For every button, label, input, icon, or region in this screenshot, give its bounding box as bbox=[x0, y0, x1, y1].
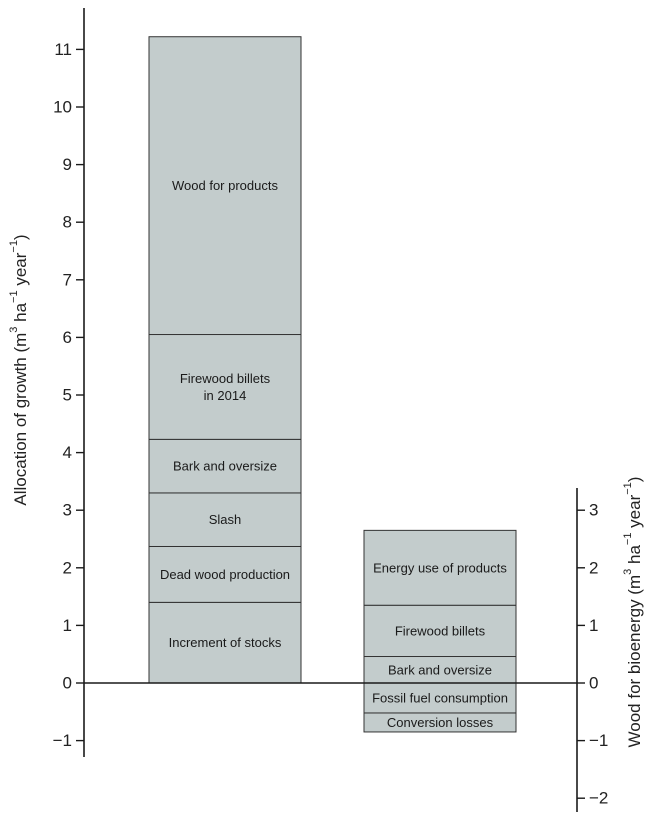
right-axis-tick-label: 1 bbox=[589, 616, 598, 635]
left-axis-tick-label: 11 bbox=[54, 40, 72, 59]
right-axis-title: Wood for bioenergy (m3 ha−1 year−1) bbox=[622, 477, 644, 748]
bar-1-segment-5-label: Firewood billets bbox=[180, 371, 271, 386]
bar-1-segment-6-label: Wood for products bbox=[172, 178, 278, 193]
bar-1-segment-5-label: in 2014 bbox=[204, 388, 247, 403]
bar-1-segment-3-label: Slash bbox=[209, 512, 242, 527]
left-axis-tick-label: −1 bbox=[53, 731, 72, 750]
left-axis-tick-label: 4 bbox=[63, 443, 72, 462]
bar-1-segment-2 bbox=[148, 545, 302, 603]
bar-2-segment-5 bbox=[363, 529, 517, 606]
bar-2-segment-2 bbox=[363, 682, 517, 714]
left-axis-tick-label: 1 bbox=[63, 616, 72, 635]
left-axis-tick-label: 10 bbox=[53, 98, 72, 117]
left-axis-tick-label: 3 bbox=[63, 501, 72, 520]
bar-2-segment-4 bbox=[363, 604, 517, 658]
bar-1-segment-4-label: Bark and oversize bbox=[173, 459, 277, 474]
left-axis-tick-label: 9 bbox=[63, 155, 72, 174]
bar-1-segment-2-label: Dead wood production bbox=[160, 567, 290, 582]
right-axis-tick-label: 0 bbox=[589, 674, 598, 693]
bar-2-segment-2-label: Fossil fuel consumption bbox=[372, 690, 508, 705]
bar-1-segment-4 bbox=[148, 438, 302, 494]
bar-2-segment-4-label: Firewood billets bbox=[395, 623, 486, 638]
bar-1-segment-5 bbox=[148, 334, 302, 440]
bar-1-segment-1-label: Increment of stocks bbox=[169, 635, 282, 650]
left-axis-tick-label: 7 bbox=[63, 270, 72, 289]
bar-2-segment-1-label: Conversion losses bbox=[387, 715, 494, 730]
bar-1-segment-1 bbox=[148, 601, 302, 684]
left-axis-title: Allocation of growth (m3 ha−1 year−1) bbox=[8, 234, 30, 505]
left-axis-tick-label: 0 bbox=[63, 674, 72, 693]
bar-2-segment-3 bbox=[363, 656, 517, 684]
bar-2-segment-5-label: Energy use of products bbox=[373, 560, 507, 575]
right-axis-tick-label: 3 bbox=[589, 501, 598, 520]
right-axis-tick-label: −1 bbox=[589, 731, 608, 750]
left-axis-tick-label: 5 bbox=[63, 386, 72, 405]
left-axis-tick-label: 2 bbox=[63, 558, 72, 577]
right-axis-tick-label: −2 bbox=[589, 789, 608, 808]
left-axis-tick-label: 6 bbox=[63, 328, 72, 347]
bar-2-segment-3-label: Bark and oversize bbox=[388, 662, 492, 677]
right-axis-tick-label: 2 bbox=[589, 558, 598, 577]
bar-1-segment-6 bbox=[148, 36, 302, 336]
left-axis-tick-label: 8 bbox=[63, 213, 72, 232]
